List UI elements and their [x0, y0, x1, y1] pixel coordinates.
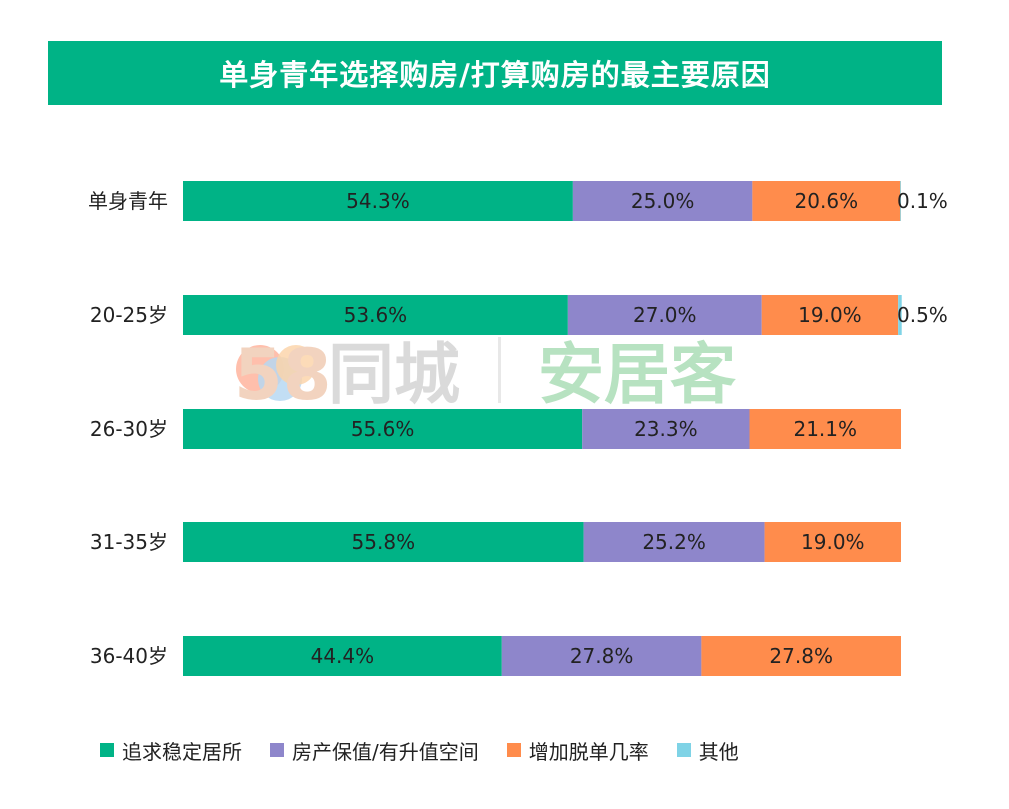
bar-segment [701, 636, 901, 676]
bar-segment [183, 295, 568, 335]
bar-segment [900, 181, 901, 221]
data-label: 21.1% [793, 417, 857, 441]
data-label: 54.3% [346, 189, 410, 213]
legend-swatch [676, 743, 691, 757]
data-label: 27.0% [633, 303, 697, 327]
legend-label: 增加脱单几率 [528, 739, 649, 764]
bar-segment [761, 295, 899, 335]
legend-swatch [100, 743, 114, 757]
data-label: 20.6% [795, 189, 859, 213]
legend-item: 其他 [676, 736, 739, 765]
legend-item: 追求稳定居所 [100, 736, 242, 765]
legend-swatch [506, 743, 521, 757]
data-label: 25.2% [642, 530, 706, 554]
data-label: 55.8% [352, 530, 416, 554]
data-label: 53.6% [344, 303, 408, 327]
data-label: 27.8% [769, 644, 833, 668]
bar-segment [501, 636, 702, 676]
chart-title: 单身青年选择购房/打算购房的最主要原因 [48, 41, 942, 105]
bar-segment [752, 181, 901, 221]
bar-segment [183, 181, 573, 221]
category-label: 36-40岁 [90, 644, 168, 668]
data-label: 55.6% [351, 417, 415, 441]
data-label: 19.0% [798, 303, 862, 327]
legend-label: 其他 [698, 739, 739, 764]
data-label: 27.8% [570, 644, 634, 668]
legend-label: 追求稳定居所 [122, 739, 242, 764]
bar-segment [583, 522, 765, 562]
legend-label: 房产保值/有升值空间 [292, 739, 479, 764]
stacked-bar-chart: 单身青年 54.3% 25.0% 20.6% 0.1% 20-25岁 53.6% 27.0% 1… [88, 181, 948, 676]
data-label: 19.0% [801, 530, 865, 554]
bar-segment [898, 295, 902, 335]
bar-segment [764, 522, 901, 562]
data-label: 0.5% [897, 303, 948, 327]
bar-segment [582, 409, 750, 449]
data-label: 0.1% [897, 189, 948, 213]
legend-swatch [270, 743, 284, 757]
category-label: 20-25岁 [90, 303, 168, 327]
category-label: 单身青年 [88, 189, 168, 213]
data-label: 23.3% [634, 417, 698, 441]
bar-segment [749, 409, 901, 449]
bar-segment [567, 295, 762, 335]
bar-segment [183, 522, 584, 562]
legend-item: 房产保值/有升值空间 [270, 736, 479, 765]
bar-segment [183, 409, 583, 449]
bar-segment [572, 181, 753, 221]
data-label: 44.4% [311, 644, 375, 668]
legend-item: 增加脱单几率 [506, 736, 649, 765]
category-label: 26-30岁 [90, 417, 168, 441]
chart-legend: 追求稳定居所 房产保值/有升值空间 增加脱单几率 其他 [100, 735, 767, 765]
data-label: 25.0% [631, 189, 695, 213]
bar-segment [183, 636, 502, 676]
category-label: 31-35岁 [90, 530, 168, 554]
